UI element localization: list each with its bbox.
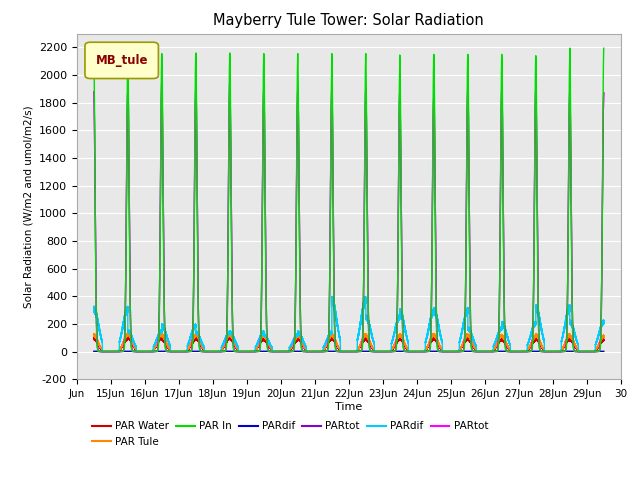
- PAR Water: [158, 334, 166, 339]
- PARtot: [99, 348, 106, 354]
- PARdif: [90, 348, 98, 354]
- PARtot: [90, 89, 98, 95]
- PARdif: [202, 348, 209, 354]
- PARdif: [360, 300, 367, 305]
- PAR In: [106, 348, 114, 354]
- PARdif: [90, 310, 98, 315]
- PARtot: [145, 348, 153, 354]
- PARdif: [600, 348, 607, 354]
- PAR Water: [99, 348, 106, 354]
- Text: MB_tule: MB_tule: [95, 54, 148, 67]
- PARtot: [145, 348, 153, 354]
- PARdif: [532, 308, 540, 314]
- PARdif: [106, 348, 114, 354]
- PAR In: [360, 299, 367, 304]
- PAR In: [532, 55, 540, 60]
- PARdif: [212, 348, 220, 354]
- Title: Mayberry Tule Tower: Solar Radiation: Mayberry Tule Tower: Solar Radiation: [213, 13, 484, 28]
- PAR Tule: [99, 348, 106, 354]
- PAR Tule: [90, 332, 98, 337]
- PARtot: [212, 348, 220, 354]
- Line: PAR Tule: PAR Tule: [94, 332, 604, 351]
- PARdif: [145, 348, 153, 354]
- Legend: PAR Water, PAR Tule, PAR In, PARdif, PARtot, PARdif, PARtot: PAR Water, PAR Tule, PAR In, PARdif, PAR…: [88, 417, 492, 451]
- PAR Tule: [532, 331, 540, 336]
- PAR In: [212, 348, 220, 354]
- PARtot: [212, 348, 220, 354]
- PARdif: [212, 348, 220, 354]
- PAR Water: [600, 337, 607, 343]
- PAR In: [566, 45, 573, 51]
- PARtot: [600, 90, 607, 96]
- Line: PARtot: PARtot: [94, 82, 604, 351]
- PAR Water: [532, 336, 540, 342]
- PARtot: [124, 79, 132, 85]
- PAR Water: [106, 348, 114, 354]
- PARtot: [600, 90, 607, 96]
- FancyBboxPatch shape: [85, 42, 159, 79]
- PARtot: [202, 348, 209, 354]
- PAR Water: [360, 338, 367, 344]
- PARdif: [600, 320, 607, 326]
- PAR Tule: [600, 334, 607, 340]
- Line: PAR In: PAR In: [94, 48, 604, 351]
- PAR Tule: [202, 348, 209, 354]
- PAR Tule: [106, 348, 114, 354]
- PARdif: [328, 293, 336, 299]
- PAR In: [99, 348, 106, 354]
- PAR Water: [145, 348, 153, 354]
- PAR In: [145, 348, 153, 354]
- PARdif: [360, 348, 367, 354]
- PAR Tule: [145, 348, 153, 354]
- PARtot: [106, 348, 114, 354]
- PARtot: [124, 79, 132, 85]
- PAR Tule: [212, 348, 220, 354]
- PARtot: [360, 287, 367, 293]
- Line: PARtot: PARtot: [94, 82, 604, 351]
- PARtot: [532, 91, 540, 96]
- PARdif: [532, 348, 540, 354]
- PARtot: [202, 348, 209, 354]
- PARdif: [106, 348, 114, 354]
- PAR In: [202, 348, 209, 354]
- PARtot: [360, 287, 367, 293]
- Line: PARdif: PARdif: [94, 296, 604, 351]
- PAR Water: [90, 336, 98, 342]
- Line: PAR Water: PAR Water: [94, 336, 604, 351]
- PARtot: [99, 348, 106, 354]
- PARtot: [106, 348, 114, 354]
- PAR In: [90, 59, 98, 64]
- PAR Tule: [360, 334, 367, 340]
- PAR Tule: [157, 329, 165, 335]
- PAR Water: [212, 348, 220, 354]
- PARdif: [202, 348, 209, 354]
- PARdif: [145, 348, 153, 354]
- PARtot: [532, 91, 540, 96]
- PAR In: [600, 45, 607, 51]
- PARdif: [97, 348, 105, 354]
- PARdif: [99, 348, 106, 354]
- X-axis label: Time: Time: [335, 402, 362, 412]
- PARtot: [90, 89, 98, 95]
- Y-axis label: Solar Radiation (W/m2 and umol/m2/s): Solar Radiation (W/m2 and umol/m2/s): [23, 105, 33, 308]
- PAR Water: [202, 348, 209, 354]
